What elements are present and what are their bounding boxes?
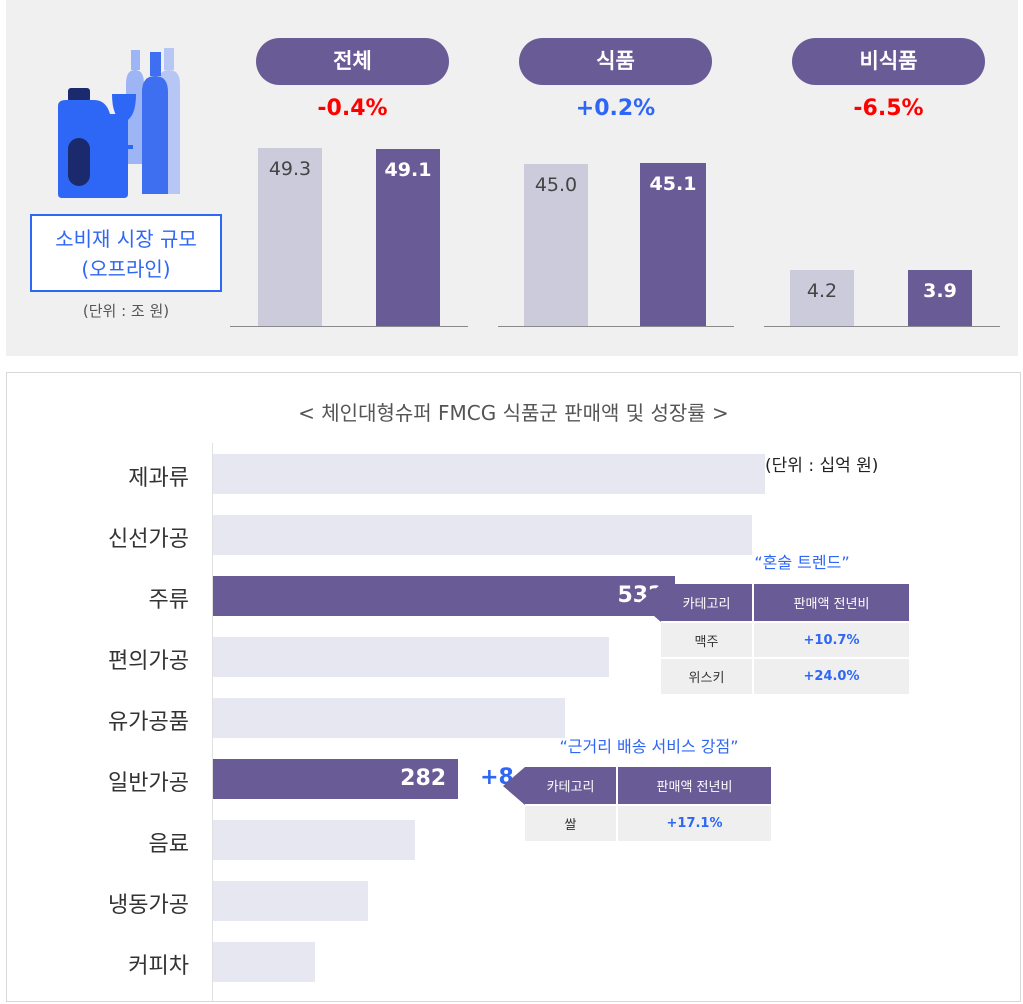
callout-header-yoy: 판매액 전년비 [617, 767, 771, 805]
sales-bar [213, 881, 368, 921]
sales-bar: 282 [213, 759, 459, 799]
sales-bar [213, 515, 752, 555]
callout-title-delivery: “근거리 배송 서비스 강점” [559, 737, 739, 756]
group-nonfood: 비식품 -6.5% 4.2 3.9 [764, 0, 1004, 356]
callout-header-yoy: 판매액 전년비 [753, 584, 909, 622]
callout-table-delivery: 카테고리 판매액 전년비 쌀 +17.1% [525, 767, 771, 841]
bar-prev-food: 45.0 [524, 163, 588, 326]
sales-bar [213, 637, 609, 677]
bar-prev-nonfood-label: 4.2 [806, 280, 838, 302]
fmcg-food-sales-panel: < 체인대형슈퍼 FMCG 식품군 판매액 및 성장률 > (단위 : 십억 원… [6, 372, 1021, 1002]
callout-cell-category: 위스키 [661, 657, 754, 694]
category-axis-line [212, 443, 213, 1001]
group-change-nonfood: -6.5% [853, 96, 924, 121]
group-total: 전체 -0.4% 49.3 49.1 [230, 0, 470, 356]
bar-prev-nonfood: 4.2 [790, 270, 854, 326]
table-row: 위스키 +24.0% [661, 657, 909, 694]
category-label: 제과류 [128, 466, 189, 491]
market-size-label-line2: (오프라인) [81, 257, 171, 281]
bar-curr-food-label: 45.1 [649, 173, 697, 196]
bar-curr-total: 49.1 [376, 148, 440, 326]
chart-unit: (단위 : 십억 원) [765, 456, 879, 476]
callout-header-category: 카테고리 [661, 584, 754, 622]
table-row: 맥주 +10.7% [661, 621, 909, 658]
bar-curr-food: 45.1 [640, 163, 706, 326]
bar-prev-total-label: 49.3 [268, 158, 312, 180]
callout-table-drinking: 카테고리 판매액 전년비 맥주 +10.7% 위스키 +24.0% [661, 584, 909, 694]
callout-cell-yoy: +17.1% [617, 804, 771, 841]
group-food: 식품 +0.2% 45.0 45.1 [498, 0, 738, 356]
group-change-total: -0.4% [317, 96, 388, 121]
group-pill-total: 전체 [256, 38, 449, 85]
bar-curr-nonfood-label: 3.9 [923, 280, 957, 302]
market-size-unit: (단위 : 조 원) [82, 302, 170, 320]
callout-cell-category: 맥주 [661, 621, 754, 658]
category-label: 주류 [148, 588, 189, 613]
sales-value-label: 282 [400, 766, 447, 791]
category-label: 편의가공 [108, 649, 189, 674]
callout-cell-yoy: +10.7% [753, 621, 909, 658]
bar-curr-nonfood: 3.9 [908, 270, 972, 326]
category-label: 일반가공 [108, 771, 189, 796]
table-row: 쌀 +17.1% [525, 804, 771, 841]
callout-header-category: 카테고리 [525, 767, 618, 805]
sales-bar: 532 [213, 576, 676, 616]
sales-bar [213, 698, 566, 738]
callout-arrow-drinking [639, 584, 661, 622]
callout-cell-yoy: +24.0% [753, 657, 909, 694]
sales-bar [213, 454, 765, 494]
baseline-total [230, 326, 468, 327]
market-size-label: 소비재 시장 규모 (오프라인) [30, 214, 222, 292]
chart-title: < 체인대형슈퍼 FMCG 식품군 판매액 및 성장률 > [298, 401, 729, 425]
group-pill-nonfood: 비식품 [792, 38, 985, 85]
category-label: 신선가공 [108, 527, 189, 552]
category-label: 유가공품 [108, 710, 189, 735]
category-label: 음료 [148, 832, 189, 857]
bar-prev-food-label: 45.0 [534, 173, 578, 196]
baseline-nonfood [764, 326, 1000, 327]
market-size-label-line1: 소비재 시장 규모 [55, 227, 197, 251]
callout-title-drinking: “혼술 트렌드” [754, 553, 850, 572]
sales-bar [213, 820, 415, 860]
bar-prev-total: 49.3 [258, 148, 322, 326]
callout-cell-category: 쌀 [525, 804, 618, 841]
category-label: 냉동가공 [108, 893, 189, 918]
callout-arrow-delivery [503, 767, 525, 805]
market-size-panel: 소비재 시장 규모 (오프라인) (단위 : 조 원) 전체 -0.4% 49.… [6, 0, 1018, 356]
sales-bar [213, 942, 315, 982]
bar-curr-total-label: 49.1 [384, 158, 432, 181]
baseline-food [498, 326, 734, 327]
group-pill-food: 식품 [519, 38, 712, 85]
category-label: 커피차 [128, 954, 189, 979]
consumer-goods-bottles-icon [58, 48, 180, 198]
group-change-food: +0.2% [575, 96, 656, 121]
